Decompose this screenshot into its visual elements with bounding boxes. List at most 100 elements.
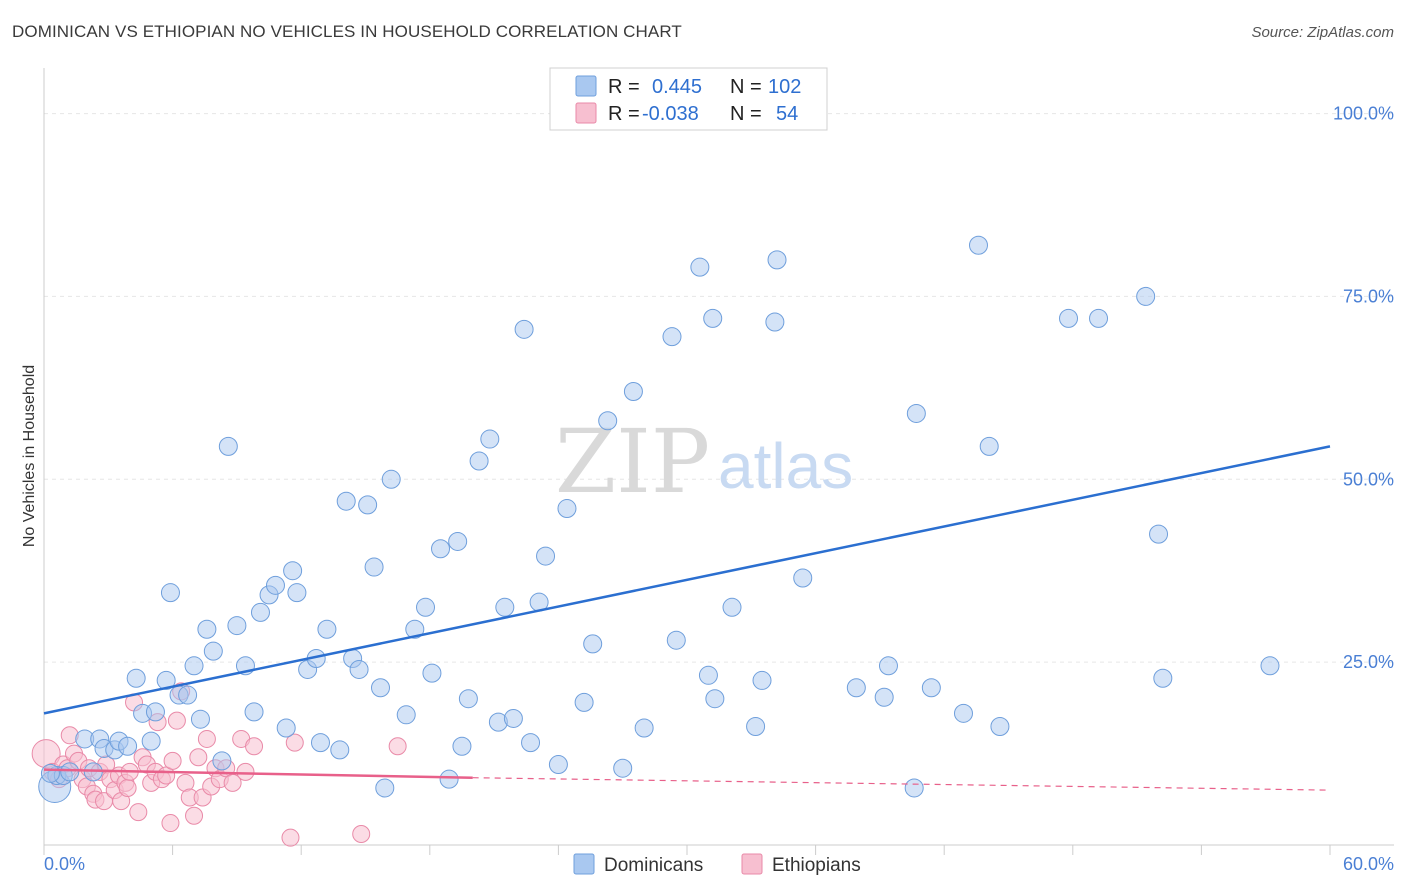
y-axis-label: No Vehicles in Household	[21, 365, 38, 547]
dominican-point	[336, 491, 356, 511]
ethiopian-point	[388, 737, 407, 756]
dominican-point	[317, 619, 337, 639]
dominican-point	[536, 546, 556, 566]
dominican-point	[452, 736, 472, 756]
dominican-point	[40, 763, 60, 783]
series-legend-swatch-ethiopians	[741, 853, 763, 875]
dominican-point	[666, 630, 686, 650]
dominican-point	[160, 583, 180, 603]
x-min-label: 0.0%	[44, 854, 85, 874]
dominican-point	[126, 668, 146, 688]
y-tick-labels: 25.0% 50.0% 75.0% 100.0%	[1333, 104, 1394, 673]
dominican-point	[662, 327, 682, 347]
ethiopian-points	[31, 682, 407, 847]
dominican-point	[184, 656, 204, 676]
x-max-label: 60.0%	[1343, 854, 1394, 874]
dominican-point	[60, 762, 80, 782]
dominican-point	[190, 709, 210, 729]
stats-legend: R = 0.445 N = 102 R = -0.038 N = 54	[549, 67, 828, 131]
ethiopian-point	[285, 733, 304, 752]
x-ticks	[43, 845, 1331, 855]
dominican-point	[396, 705, 416, 725]
legend-n-value-1: 102	[768, 76, 801, 98]
ethiopian-point	[163, 751, 182, 770]
ethiopian-point	[245, 737, 264, 756]
dominican-point	[557, 499, 577, 519]
dominican-point	[212, 751, 232, 771]
dominican-point	[448, 531, 468, 551]
dominican-point	[503, 708, 523, 728]
ethiopian-point	[197, 729, 216, 748]
source-credit: Source: ZipAtlas.com	[1251, 24, 1394, 41]
grid-lines	[44, 113, 1394, 663]
series-legend-swatch-dominicans	[573, 853, 595, 875]
dominican-point	[722, 597, 742, 617]
series-legend-label-ethiopians: Ethiopians	[772, 855, 861, 876]
dominican-point	[276, 718, 296, 738]
dominican-point	[752, 670, 772, 690]
legend-r-value-2: -0.038	[642, 103, 699, 125]
dominican-trend-line	[43, 445, 1331, 715]
dominican-point	[583, 634, 603, 654]
dominican-point	[874, 687, 894, 707]
dominican-point	[469, 451, 489, 471]
series-legend-label-dominicans: Dominicans	[604, 855, 703, 876]
dominican-point	[521, 733, 541, 753]
dominican-point	[878, 656, 898, 676]
dominican-point	[283, 561, 303, 581]
trend-lines	[43, 445, 1331, 791]
axes	[43, 68, 1394, 846]
dominican-point	[141, 731, 161, 751]
dominican-point	[244, 702, 264, 722]
dominican-points	[38, 235, 1280, 803]
dominican-point	[330, 740, 350, 760]
legend-r-label-2: R =	[608, 103, 640, 125]
ethiopian-point	[161, 814, 180, 833]
ethiopian-point	[189, 748, 208, 767]
dominican-point	[598, 411, 618, 431]
dominican-point	[431, 539, 451, 559]
dominican-point	[746, 717, 766, 737]
legend-n-value-2: 54	[776, 103, 798, 125]
dominican-point	[548, 755, 568, 775]
dominican-point	[921, 678, 941, 698]
dominican-point	[623, 382, 643, 402]
dominican-point	[405, 619, 425, 639]
dominican-point	[287, 583, 307, 603]
dominican-point	[349, 659, 369, 679]
dominican-point	[439, 769, 459, 789]
dominican-point	[1059, 308, 1079, 328]
dominican-point	[765, 312, 785, 332]
ethiopian-point	[167, 711, 186, 730]
dominican-point	[480, 429, 500, 449]
dominican-point	[178, 685, 198, 705]
y-tick-label: 25.0%	[1343, 652, 1394, 672]
dominican-point	[1089, 308, 1109, 328]
dominican-point	[698, 665, 718, 685]
dominican-point	[793, 568, 813, 588]
dominican-point	[156, 670, 176, 690]
dominican-point	[979, 436, 999, 456]
dominican-point	[310, 733, 330, 753]
dominican-point	[416, 597, 436, 617]
dominican-point	[203, 641, 223, 661]
dominican-point	[953, 703, 973, 723]
legend-swatch-ethiopians	[575, 102, 597, 124]
dominican-point	[574, 692, 594, 712]
dominican-point	[197, 619, 217, 639]
dominican-point	[375, 778, 395, 798]
ethiopian-trend-line-extension	[472, 777, 1331, 791]
legend-n-label-2: N =	[730, 103, 762, 125]
watermark-zip: ZIP	[555, 410, 710, 513]
dominican-point	[218, 436, 238, 456]
dominican-point	[145, 702, 165, 722]
legend-r-label-1: R =	[608, 76, 640, 98]
dominican-point	[906, 403, 926, 423]
dominican-point	[634, 718, 654, 738]
dominican-point	[990, 717, 1010, 737]
dominican-point	[904, 778, 924, 798]
dominican-point	[1153, 668, 1173, 688]
dominican-point	[422, 663, 442, 683]
dominican-point	[227, 616, 247, 636]
